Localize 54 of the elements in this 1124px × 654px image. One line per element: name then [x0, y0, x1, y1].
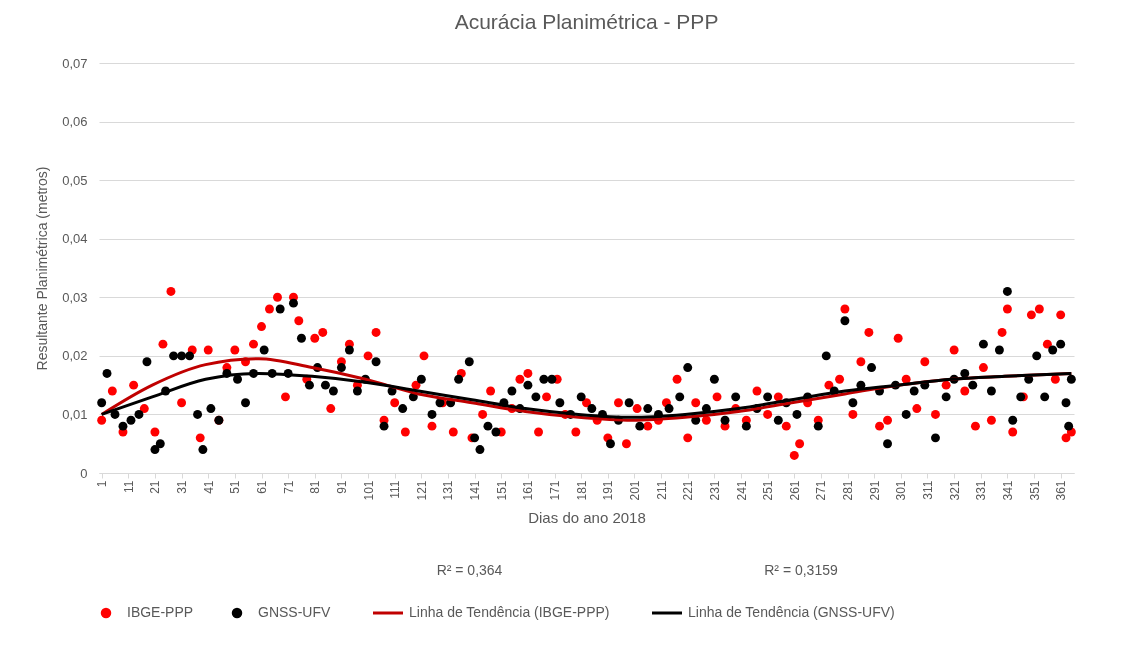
- x-tick-label: 281: [841, 480, 856, 501]
- x-tick-label: 201: [627, 480, 642, 501]
- x-tick-label: 231: [707, 480, 722, 501]
- x-tick-label: 91: [334, 480, 349, 494]
- x-tick-label: 221: [681, 480, 696, 501]
- x-tick-label: 1: [95, 480, 110, 488]
- legend-label: Linha de Tendência (GNSS-UFV): [688, 604, 895, 620]
- text: R² = 0,3159: [764, 562, 838, 578]
- x-tick-label: 211: [654, 480, 669, 500]
- x-tick-label: 151: [494, 480, 509, 501]
- x-tick-label: 51: [228, 480, 243, 494]
- x-tick-label: 271: [814, 480, 829, 501]
- legend-label: IBGE-PPP: [127, 604, 194, 620]
- y-axis-title: Resultante Planimétrica (metros): [34, 166, 51, 371]
- x-tick-label: 161: [521, 480, 536, 501]
- chart-title: Acurácia Planimétrica - PPP: [454, 10, 719, 33]
- y-tick-label: 0,07: [62, 55, 88, 71]
- legend-label: GNSS-UFV: [258, 604, 331, 620]
- legend-label: Linha de Tendência (IBGE-PPP): [409, 604, 610, 620]
- x-tick-label: 191: [601, 480, 616, 501]
- x-tick-label: 131: [441, 480, 456, 501]
- x-tick-label: 261: [787, 480, 802, 501]
- x-tick-label: 251: [761, 480, 776, 501]
- y-tick-label: 0,01: [62, 406, 88, 422]
- y-tick-label: 0,03: [62, 289, 88, 305]
- x-tick-label: 121: [414, 480, 429, 501]
- y-tick-label: 0,04: [62, 231, 88, 247]
- x-tick-label: 11: [121, 480, 136, 493]
- x-tick-label: 351: [1027, 480, 1042, 501]
- x-tick-label: 171: [548, 480, 563, 501]
- x-tick-label: 21: [148, 480, 163, 494]
- y-tick-label: 0,02: [62, 348, 88, 364]
- text: R² = 0,364: [436, 562, 503, 578]
- x-axis-title: Dias do ano 2018: [528, 508, 646, 526]
- x-tick-label: 331: [974, 480, 989, 501]
- x-tick-label: 61: [255, 480, 269, 494]
- x-tick-label: 31: [175, 480, 190, 494]
- x-tick-label: 311: [920, 480, 935, 500]
- x-tick-label: 181: [574, 480, 589, 501]
- x-tick-label: 41: [201, 480, 216, 494]
- x-tick-label: 71: [281, 480, 296, 494]
- y-tick-label: 0,06: [62, 114, 88, 130]
- x-tick-label: 301: [894, 480, 909, 501]
- x-tick-label: 81: [308, 480, 323, 494]
- y-tick-label: 0,05: [62, 172, 88, 188]
- x-tick-label: 361: [1054, 480, 1069, 501]
- x-tick-label: 341: [1000, 480, 1015, 501]
- x-tick-label: 291: [867, 480, 882, 501]
- x-tick-label: 321: [947, 480, 962, 501]
- x-tick-label: 101: [361, 480, 376, 501]
- y-tick-label: 0: [80, 465, 88, 481]
- x-tick-label: 141: [468, 480, 483, 501]
- x-tick-label: 241: [734, 480, 749, 501]
- x-tick-label: 111: [388, 480, 403, 499]
